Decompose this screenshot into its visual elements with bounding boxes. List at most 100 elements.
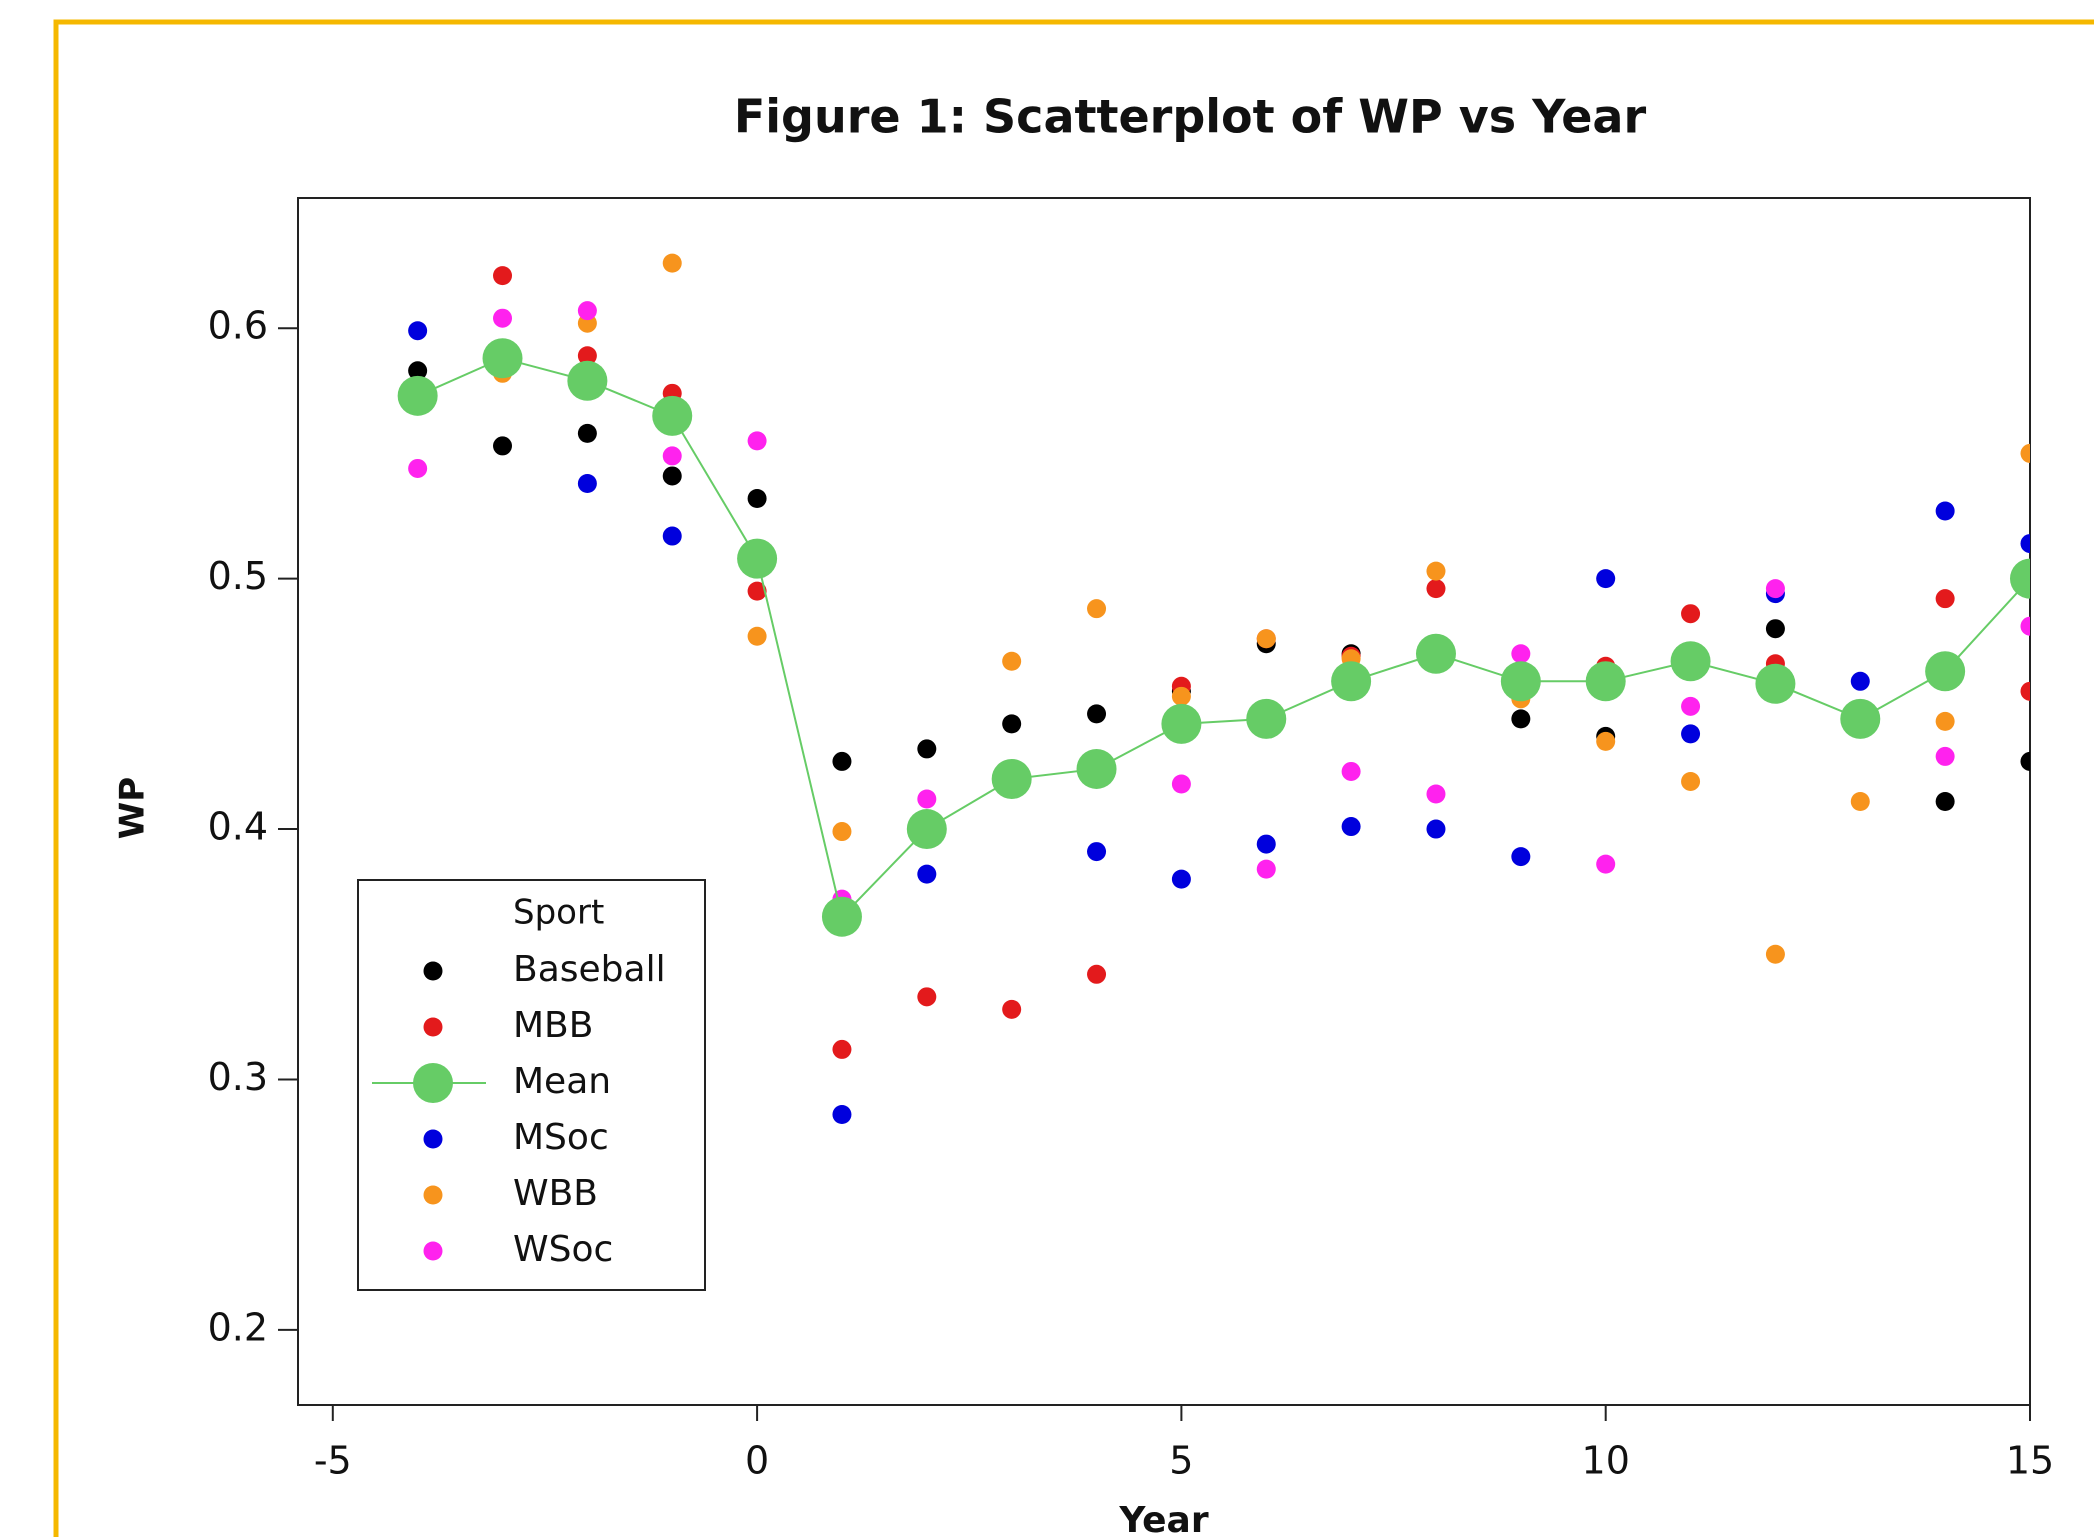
mean-point: [1076, 748, 1117, 789]
point: [1765, 944, 1785, 964]
mean-point: [2010, 558, 2030, 599]
legend-label: MBB: [513, 1005, 593, 1046]
legend-swatch: [423, 961, 443, 981]
legend-swatch: [423, 1129, 443, 1149]
point: [1596, 854, 1616, 874]
plot-frame: [297, 197, 2031, 1406]
point: [1426, 784, 1446, 804]
point: [747, 581, 767, 601]
point: [2020, 534, 2030, 554]
point: [1002, 999, 1022, 1019]
point: [1341, 817, 1361, 837]
point: [577, 346, 597, 366]
legend-label: Baseball: [513, 949, 666, 990]
legend-swatch: [423, 1241, 443, 1261]
point: [662, 446, 682, 466]
point: [1850, 792, 1870, 811]
point: [747, 488, 767, 508]
point: [832, 1039, 852, 1059]
point: [1002, 714, 1022, 734]
legend-swatch: [423, 1185, 443, 1205]
point: [2020, 681, 2030, 701]
point: [408, 321, 428, 341]
x-tick-label: -5: [314, 1439, 352, 1483]
mean-point: [991, 758, 1032, 799]
legend: Sport Baseball MBB Mean MSoc WBB WSoc: [357, 879, 706, 1291]
point: [2020, 616, 2030, 636]
y-tick-label: 0.5: [208, 554, 268, 598]
point: [2020, 751, 2030, 771]
point: [832, 751, 852, 771]
point: [493, 308, 513, 328]
point: [662, 253, 682, 273]
point: [917, 987, 937, 1007]
point: [577, 423, 597, 443]
legend-label: Mean: [513, 1061, 611, 1102]
legend-label: MSoc: [513, 1117, 609, 1158]
point: [832, 822, 852, 842]
mean-point: [567, 360, 608, 401]
mean-point: [1585, 661, 1626, 702]
point: [577, 301, 597, 321]
y-tick-label: 0.4: [208, 805, 268, 849]
point: [1681, 604, 1701, 624]
mean-point: [1755, 663, 1796, 704]
point: [1850, 671, 1870, 691]
point: [1087, 964, 1107, 984]
point: [1341, 761, 1361, 781]
x-tick-label: 15: [2006, 1439, 2054, 1483]
mean-point: [1670, 641, 1711, 682]
point: [408, 458, 428, 478]
mean-point: [1246, 698, 1287, 739]
point: [493, 266, 513, 286]
mean-point: [482, 338, 523, 379]
point: [408, 361, 428, 381]
point: [1002, 651, 1022, 671]
point: [917, 864, 937, 884]
point: [577, 473, 597, 493]
point: [662, 466, 682, 486]
point: [1511, 847, 1531, 867]
mean-point: [737, 538, 778, 579]
legend-swatch: [423, 1017, 443, 1037]
chart-title: Figure 1: Scatterplot of WP vs Year: [734, 90, 1647, 144]
point: [747, 626, 767, 646]
point: [1087, 704, 1107, 724]
point: [1681, 724, 1701, 744]
point: [1087, 599, 1107, 619]
point: [917, 739, 937, 759]
mean-point: [1925, 651, 1966, 692]
y-tick-label: 0.2: [208, 1305, 268, 1349]
y-tick-label: 0.6: [208, 304, 268, 348]
point: [1171, 686, 1191, 706]
point: [1171, 774, 1191, 794]
point: [1935, 792, 1955, 811]
mean-point: [652, 395, 693, 436]
point: [1681, 696, 1701, 716]
legend-swatch: [413, 1063, 453, 1103]
point: [2020, 443, 2030, 463]
point: [1765, 579, 1785, 599]
point: [1087, 842, 1107, 862]
x-tick-label: 5: [1169, 1439, 1193, 1483]
point: [1681, 771, 1701, 791]
mean-point: [1840, 698, 1881, 739]
mean-point: [1161, 703, 1202, 744]
point: [1935, 589, 1955, 609]
mean-line: [417, 357, 2030, 919]
point: [1256, 834, 1276, 854]
mean-point: [821, 896, 862, 937]
point: [1256, 859, 1276, 879]
x-tick-label: 0: [745, 1439, 769, 1483]
point: [1511, 709, 1531, 729]
mean-point: [1331, 661, 1372, 702]
legend-title: Sport: [513, 893, 604, 933]
y-axis-label: WP: [113, 777, 153, 839]
point: [1426, 579, 1446, 599]
x-tick-label: 10: [1582, 1439, 1630, 1483]
point: [1935, 711, 1955, 731]
mean-point: [397, 375, 438, 416]
mean-point: [1500, 661, 1541, 702]
mean-point: [1415, 633, 1456, 674]
